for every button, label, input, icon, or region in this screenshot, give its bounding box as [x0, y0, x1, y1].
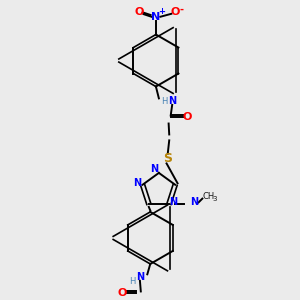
Text: N: N — [136, 272, 144, 282]
Text: N: N — [168, 96, 176, 106]
Text: H: H — [162, 97, 168, 106]
Text: S: S — [163, 152, 172, 166]
Text: N: N — [150, 164, 158, 174]
Text: O: O — [170, 7, 180, 17]
Text: N: N — [133, 178, 141, 188]
Text: -: - — [180, 5, 184, 15]
Text: O: O — [118, 288, 127, 298]
Text: +: + — [158, 7, 165, 16]
Text: N: N — [151, 12, 160, 22]
Text: N: N — [169, 197, 178, 207]
Text: H: H — [129, 277, 136, 286]
Text: 3: 3 — [213, 196, 217, 202]
Text: CH: CH — [203, 192, 215, 201]
Text: N: N — [190, 197, 198, 207]
Text: O: O — [182, 112, 192, 122]
Text: O: O — [135, 7, 144, 17]
